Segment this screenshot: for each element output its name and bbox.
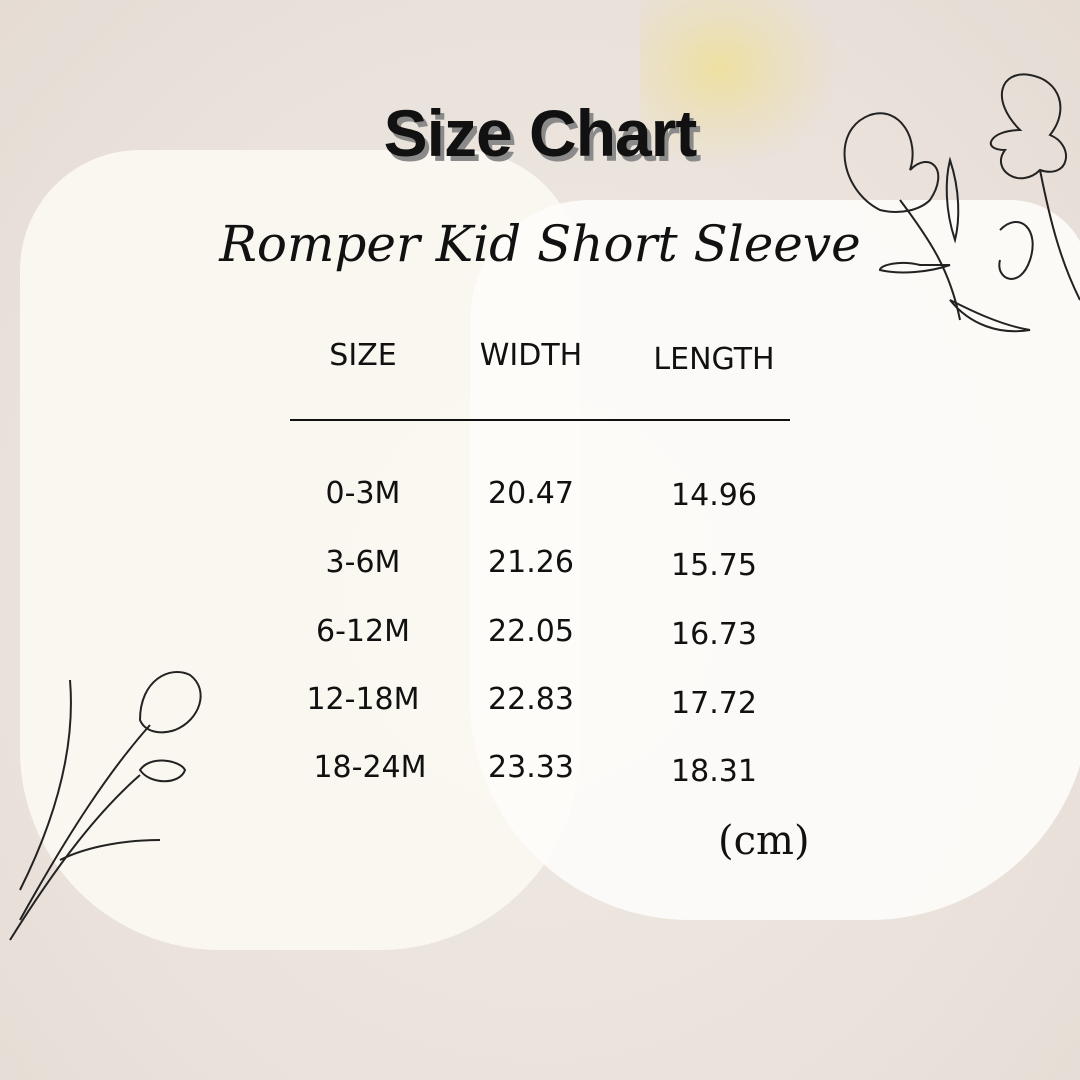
cell-width: 22.83 [488,682,574,717]
cell-width: 20.47 [488,476,574,511]
unit-label: (cm) [718,818,810,864]
cell-size: 3-6M [325,545,401,580]
romper-image-right [470,200,1080,920]
cell-length: 18.31 [671,754,757,789]
cell-length: 17.72 [671,686,757,721]
cell-size: 0-3M [325,476,401,511]
floral-line-art-top-right [843,73,1080,333]
cell-size: 12-18M [306,682,420,717]
cell-size: 6-12M [316,614,410,649]
header-width: WIDTH [479,338,583,373]
header-size: SIZE [329,338,397,373]
cell-width: 21.26 [488,545,574,580]
cell-width: 23.33 [488,750,574,785]
cell-length: 14.96 [671,478,757,513]
header-length: LENGTH [653,342,775,377]
cell-length: 16.73 [671,617,757,652]
cell-width: 22.05 [488,614,574,649]
cell-size: 18-24M [313,750,427,785]
subtitle: Romper Kid Short Sleeve [219,215,861,273]
cell-length: 15.75 [671,548,757,583]
page-title: Size Chart [383,96,698,170]
header-divider [290,419,790,421]
floral-line-art-bottom-left [9,671,202,941]
flower-photo [640,0,840,170]
